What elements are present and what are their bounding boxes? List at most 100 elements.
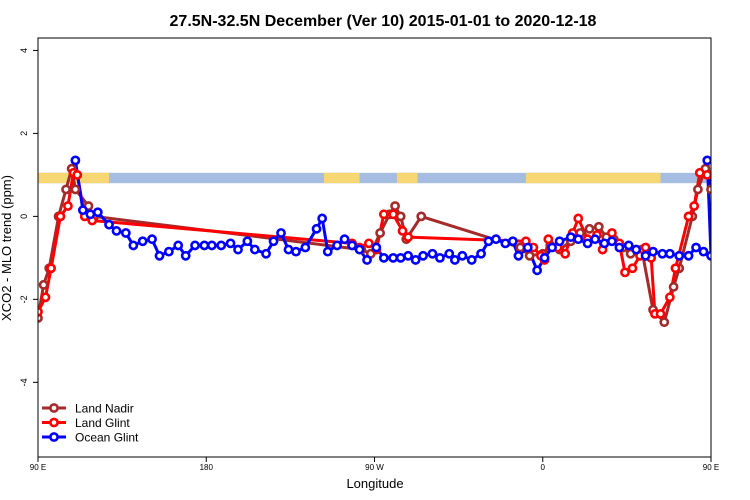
- data-point-ocean-glint: [631, 244, 642, 255]
- data-point-ocean-glint: [427, 248, 438, 259]
- data-point-land-glint: [378, 209, 389, 220]
- data-point-land-glint: [397, 226, 408, 236]
- data-point-land-glint: [620, 267, 630, 278]
- data-point-land-glint: [403, 232, 414, 243]
- data-point-ocean-glint: [691, 242, 701, 253]
- x-tick-label: 90 W: [365, 463, 384, 472]
- data-point-ocean-glint: [476, 248, 486, 259]
- data-point-ocean-glint: [70, 155, 81, 166]
- data-point-land-glint: [55, 211, 66, 222]
- data-point-ocean-glint: [719, 211, 726, 218]
- data-point-ocean-glint: [216, 240, 227, 251]
- data-point-land-nadir: [375, 228, 386, 238]
- data-point-ocean-glint: [291, 246, 301, 257]
- data-point-land-glint: [640, 242, 651, 253]
- data-point-ocean-glint: [322, 246, 333, 257]
- data-point-land-glint: [363, 238, 374, 249]
- data-point-ocean-glint: [709, 206, 711, 214]
- data-point-land-nadir: [659, 317, 670, 328]
- data-point-ocean-glint: [388, 252, 399, 263]
- data-point-ocean-glint: [332, 240, 343, 251]
- data-point-ocean-glint: [276, 228, 286, 238]
- data-point-ocean-glint: [354, 244, 365, 255]
- data-point-ocean-glint: [111, 226, 122, 236]
- data-point-land-glint: [694, 167, 705, 178]
- y-tick-label: 4: [19, 48, 29, 53]
- data-point-land-glint: [72, 170, 83, 180]
- data-point-ocean-glint: [706, 250, 711, 261]
- data-point-ocean-glint: [444, 248, 455, 259]
- data-point-ocean-glint: [614, 242, 625, 253]
- data-point-ocean-glint: [435, 252, 445, 263]
- data-point-land-glint: [607, 228, 617, 238]
- x-tick-label: 90 E: [703, 463, 719, 472]
- data-point-land-glint: [63, 201, 73, 211]
- land-ocean-band: [38, 172, 711, 184]
- data-point-ocean-glint: [378, 252, 389, 263]
- data-point-land-nadir: [668, 282, 679, 292]
- data-point-ocean-glint: [500, 238, 511, 249]
- data-point-ocean-glint: [137, 236, 148, 247]
- data-point-ocean-glint: [702, 155, 711, 166]
- x-tick-label: 180: [200, 463, 214, 472]
- data-point-land-glint: [689, 201, 700, 211]
- land-segment-3: [525, 172, 661, 184]
- data-point-ocean-glint: [683, 250, 694, 261]
- data-point-ocean-glint: [347, 240, 357, 251]
- data-point-ocean-glint: [449, 255, 460, 265]
- data-point-ocean-glint: [522, 242, 533, 253]
- data-point-land-glint: [702, 170, 711, 180]
- data-point-ocean-glint: [657, 248, 668, 259]
- data-point-ocean-glint: [104, 219, 114, 230]
- data-point-ocean-glint: [395, 252, 406, 263]
- data-point-ocean-glint: [225, 238, 236, 249]
- data-point-ocean-glint: [565, 232, 576, 243]
- data-point-ocean-glint: [163, 246, 174, 257]
- legend-marker-land-glint: [49, 417, 59, 428]
- data-point-land-nadir: [524, 250, 535, 261]
- data-point-ocean-glint: [180, 250, 191, 261]
- data-point-ocean-glint: [249, 244, 260, 255]
- data-point-ocean-glint: [607, 236, 617, 247]
- y-tick-label: 2: [19, 131, 29, 136]
- legend-label-land-glint: Land Glint: [75, 416, 130, 430]
- data-point-ocean-glint: [698, 246, 709, 257]
- data-point-land-nadir: [584, 223, 595, 234]
- data-point-ocean-glint: [85, 209, 96, 220]
- data-point-land-nadir: [70, 184, 81, 195]
- data-point-land-nadir: [61, 184, 71, 195]
- data-point-ocean-glint: [120, 228, 131, 238]
- data-point-land-glint: [670, 263, 681, 274]
- x-axis-label: Longitude: [346, 476, 403, 491]
- data-point-ocean-glint: [599, 238, 610, 249]
- data-point-ocean-glint: [403, 250, 414, 261]
- data-point-ocean-glint: [261, 248, 271, 259]
- data-point-land-glint: [664, 292, 675, 303]
- data-point-land-nadir: [390, 201, 400, 211]
- data-point-ocean-glint: [242, 236, 253, 247]
- y-tick-label: -4: [19, 378, 29, 386]
- data-point-ocean-glint: [623, 240, 634, 251]
- data-point-ocean-glint: [128, 240, 139, 251]
- data-point-land-glint: [543, 234, 554, 245]
- y-axis: -4 -2 0 2 4: [19, 48, 38, 386]
- data-point-ocean-glint: [362, 255, 372, 265]
- data-point-land-glint: [560, 248, 571, 259]
- data-point-ocean-glint: [491, 234, 501, 245]
- data-point-ocean-glint: [418, 250, 429, 261]
- data-point-land-nadir: [38, 279, 49, 290]
- data-point-ocean-glint: [513, 250, 524, 261]
- x-tick-label: 90 E: [30, 463, 46, 472]
- data-point-ocean-glint: [539, 252, 550, 263]
- data-point-ocean-glint: [147, 234, 157, 245]
- legend-marker-ocean-glint: [49, 432, 59, 442]
- data-point-land-glint: [388, 209, 399, 220]
- data-point-ocean-glint: [311, 223, 322, 234]
- data-point-land-nadir: [395, 211, 406, 222]
- data-point-ocean-glint: [466, 255, 477, 265]
- chart-title: 27.5N-32.5N December (Ver 10) 2015-01-01…: [170, 13, 597, 30]
- data-point-ocean-glint: [674, 250, 685, 261]
- data-point-ocean-glint: [483, 236, 494, 247]
